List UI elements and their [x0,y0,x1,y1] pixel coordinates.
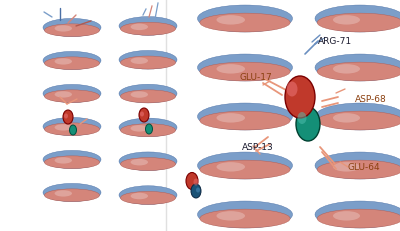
Ellipse shape [198,152,292,179]
Ellipse shape [120,91,176,103]
Ellipse shape [54,158,72,164]
Ellipse shape [198,103,292,131]
Ellipse shape [120,124,176,137]
Ellipse shape [120,23,176,36]
Ellipse shape [131,58,148,65]
Ellipse shape [317,112,400,131]
Ellipse shape [317,63,400,82]
Ellipse shape [131,193,148,199]
Ellipse shape [120,158,176,171]
Ellipse shape [216,65,245,74]
Ellipse shape [119,119,177,137]
Ellipse shape [216,114,245,123]
Ellipse shape [317,209,400,228]
Ellipse shape [315,6,400,33]
Ellipse shape [119,152,177,171]
Ellipse shape [333,162,360,172]
Ellipse shape [43,19,101,37]
Ellipse shape [198,201,292,228]
Text: ASP-68: ASP-68 [355,95,387,104]
Ellipse shape [139,109,149,122]
Ellipse shape [315,201,400,228]
Ellipse shape [200,63,290,82]
Ellipse shape [54,125,72,131]
Ellipse shape [44,91,100,103]
Ellipse shape [131,24,148,31]
Text: GLU-17: GLU-17 [240,73,273,82]
Ellipse shape [44,58,100,70]
Ellipse shape [333,211,360,221]
Ellipse shape [216,162,245,172]
Ellipse shape [119,51,177,70]
Ellipse shape [119,186,177,204]
Ellipse shape [198,55,292,82]
Ellipse shape [333,114,360,123]
Ellipse shape [54,26,72,32]
Text: ASP-13: ASP-13 [242,143,274,152]
Ellipse shape [196,188,200,193]
Ellipse shape [317,160,400,179]
Ellipse shape [194,179,198,186]
Ellipse shape [43,184,101,202]
Ellipse shape [44,25,100,37]
Ellipse shape [315,152,400,179]
Ellipse shape [120,191,176,204]
Ellipse shape [296,108,320,141]
Ellipse shape [286,82,298,97]
Ellipse shape [119,85,177,103]
Ellipse shape [43,151,101,169]
Ellipse shape [317,14,400,33]
Ellipse shape [70,125,76,135]
Ellipse shape [119,18,177,36]
Ellipse shape [43,85,101,103]
Ellipse shape [186,173,198,190]
Ellipse shape [191,184,201,198]
Ellipse shape [298,112,306,125]
Ellipse shape [63,110,73,125]
Ellipse shape [131,159,148,166]
Ellipse shape [54,92,72,98]
Text: ARG-71: ARG-71 [318,37,352,46]
Ellipse shape [120,57,176,70]
Ellipse shape [131,92,148,98]
Ellipse shape [198,6,292,33]
Ellipse shape [200,160,290,179]
Ellipse shape [43,52,101,70]
Ellipse shape [285,77,315,119]
Ellipse shape [44,189,100,202]
Ellipse shape [44,123,100,136]
Ellipse shape [146,125,152,134]
Text: GLU-64: GLU-64 [348,163,381,172]
Ellipse shape [216,211,245,221]
Ellipse shape [333,65,360,74]
Ellipse shape [315,55,400,82]
Ellipse shape [315,103,400,131]
Ellipse shape [333,16,360,25]
Ellipse shape [200,14,290,33]
Ellipse shape [140,112,144,117]
Ellipse shape [54,59,72,65]
Ellipse shape [200,209,290,228]
Ellipse shape [43,118,101,136]
Ellipse shape [54,190,72,197]
Ellipse shape [216,16,245,25]
Ellipse shape [44,156,100,169]
Ellipse shape [64,114,68,119]
Ellipse shape [200,112,290,131]
Ellipse shape [131,125,148,132]
